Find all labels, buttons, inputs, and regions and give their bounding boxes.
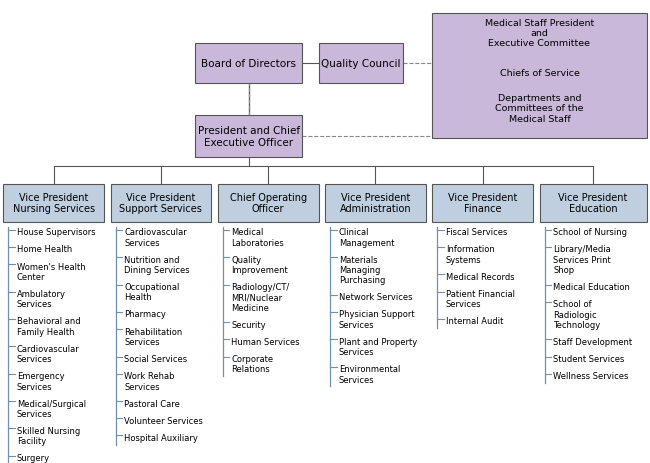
- Text: Occupational
Health: Occupational Health: [124, 282, 179, 302]
- Text: Human Services: Human Services: [231, 337, 300, 346]
- Text: Corporate
Relations: Corporate Relations: [231, 354, 274, 374]
- Text: Skilled Nursing
Facility: Skilled Nursing Facility: [17, 426, 80, 445]
- Text: Physician Support
Services: Physician Support Services: [339, 310, 414, 329]
- Text: Vice President
Support Services: Vice President Support Services: [120, 193, 202, 214]
- Text: Environmental
Services: Environmental Services: [339, 364, 400, 384]
- FancyBboxPatch shape: [318, 44, 403, 83]
- Text: Vice President
Nursing Services: Vice President Nursing Services: [12, 193, 95, 214]
- Text: Cardiovascular
Services: Cardiovascular Services: [17, 344, 80, 363]
- FancyBboxPatch shape: [195, 44, 302, 83]
- Text: Library/Media
Services Print
Shop: Library/Media Services Print Shop: [553, 245, 611, 275]
- Text: Vice President
Education: Vice President Education: [558, 193, 628, 214]
- Text: Women's Health
Center: Women's Health Center: [17, 262, 86, 282]
- Text: Behavioral and
Family Health: Behavioral and Family Health: [17, 317, 81, 336]
- Text: Medical/Surgical
Services: Medical/Surgical Services: [17, 399, 86, 418]
- Text: Quality Council: Quality Council: [321, 59, 400, 69]
- Text: Surgery
Services: Surgery Services: [17, 453, 53, 463]
- Text: School of Nursing: School of Nursing: [553, 228, 627, 237]
- Text: Clinical
Management: Clinical Management: [339, 228, 394, 247]
- Text: Rehabilitation
Services: Rehabilitation Services: [124, 327, 183, 346]
- Text: School of
Radiologic
Technology: School of Radiologic Technology: [553, 300, 601, 329]
- Text: Quality
Improvement: Quality Improvement: [231, 255, 288, 275]
- Text: Vice President
Administration: Vice President Administration: [339, 193, 411, 214]
- Text: Pharmacy: Pharmacy: [124, 310, 166, 319]
- FancyBboxPatch shape: [3, 184, 104, 222]
- Text: Ambulatory
Services: Ambulatory Services: [17, 289, 66, 309]
- Text: Internal Audit: Internal Audit: [446, 317, 503, 325]
- Text: Medical Staff President
and
Executive Committee: Medical Staff President and Executive Co…: [485, 19, 594, 48]
- Text: Work Rehab
Services: Work Rehab Services: [124, 371, 175, 391]
- Text: Volunteer Services: Volunteer Services: [124, 416, 203, 425]
- Text: Chief Operating
Officer: Chief Operating Officer: [229, 193, 307, 214]
- Text: Home Health: Home Health: [17, 245, 72, 254]
- Text: Medical Education: Medical Education: [553, 282, 630, 291]
- Text: Information
Systems: Information Systems: [446, 245, 495, 264]
- Text: Emergency
Services: Emergency Services: [17, 371, 64, 391]
- FancyBboxPatch shape: [540, 184, 647, 222]
- FancyBboxPatch shape: [218, 184, 318, 222]
- FancyBboxPatch shape: [432, 184, 533, 222]
- Text: Chiefs of Service: Chiefs of Service: [500, 69, 579, 78]
- Text: Social Services: Social Services: [124, 354, 187, 363]
- Text: Student Services: Student Services: [553, 354, 625, 363]
- Text: Plant and Property
Services: Plant and Property Services: [339, 337, 417, 357]
- FancyBboxPatch shape: [432, 14, 647, 139]
- Text: House Supervisors: House Supervisors: [17, 228, 96, 237]
- FancyBboxPatch shape: [195, 116, 302, 157]
- Text: Materials
Managing
Purchasing: Materials Managing Purchasing: [339, 255, 385, 285]
- Text: Pastoral Care: Pastoral Care: [124, 399, 180, 407]
- Text: Wellness Services: Wellness Services: [553, 371, 629, 380]
- Text: Radiology/CT/
MRI/Nuclear
Medicine: Radiology/CT/ MRI/Nuclear Medicine: [231, 282, 290, 312]
- Text: Staff Development: Staff Development: [553, 337, 632, 346]
- Text: Medical
Laboratories: Medical Laboratories: [231, 228, 284, 247]
- FancyBboxPatch shape: [325, 184, 426, 222]
- FancyBboxPatch shape: [111, 184, 211, 222]
- Text: Cardiovascular
Services: Cardiovascular Services: [124, 228, 187, 247]
- Text: Departments and
Committees of the
Medical Staff: Departments and Committees of the Medica…: [495, 94, 584, 124]
- Text: Fiscal Services: Fiscal Services: [446, 228, 507, 237]
- Text: Nutrition and
Dining Services: Nutrition and Dining Services: [124, 255, 190, 275]
- Text: President and Chief
Executive Officer: President and Chief Executive Officer: [198, 126, 300, 147]
- Text: Patient Financial
Services: Patient Financial Services: [446, 289, 515, 309]
- Text: Board of Directors: Board of Directors: [201, 59, 296, 69]
- Text: Network Services: Network Services: [339, 293, 412, 301]
- Text: Vice President
Finance: Vice President Finance: [448, 193, 517, 214]
- Text: Hospital Auxiliary: Hospital Auxiliary: [124, 433, 198, 442]
- Text: Medical Records: Medical Records: [446, 272, 515, 281]
- Text: Security: Security: [231, 320, 266, 329]
